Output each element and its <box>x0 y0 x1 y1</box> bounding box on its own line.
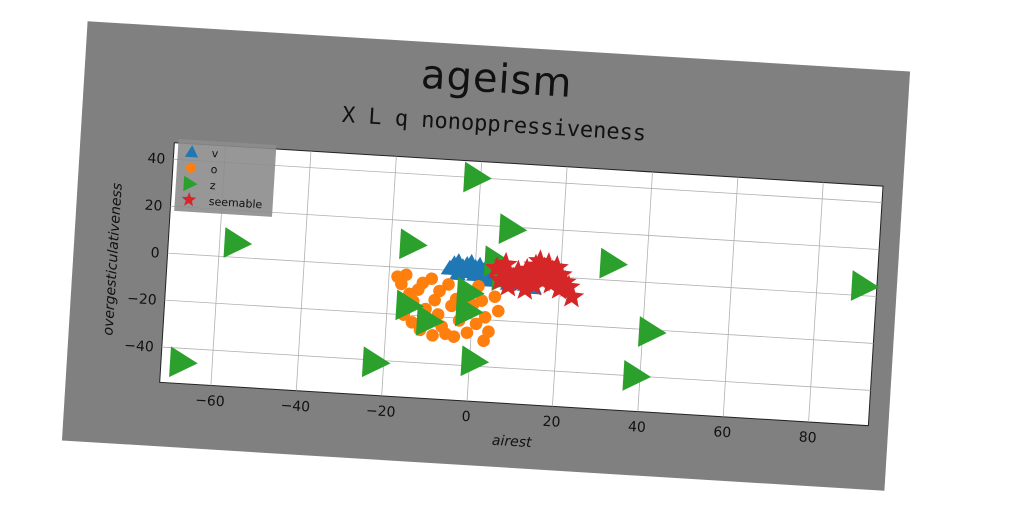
legend-marker <box>183 175 198 192</box>
data-point-seemable <box>513 276 538 300</box>
tick-labels: −60 −40 −20 0 20 40 60 80 −40 −20 0 20 40 <box>124 151 817 447</box>
series-z <box>169 161 880 391</box>
data-point-seemable <box>496 273 521 297</box>
data-point-z <box>460 345 490 377</box>
y-tick-label: 40 <box>147 151 166 168</box>
data-point-seemable <box>548 262 573 286</box>
data-point-o <box>399 268 413 282</box>
data-point-seemable <box>552 269 577 293</box>
data-point-z <box>223 227 253 258</box>
data-point-seemable <box>544 254 569 279</box>
data-point-z <box>622 359 652 391</box>
data-point-o <box>469 317 483 331</box>
x-gridline <box>295 151 312 391</box>
data-point-seemable <box>509 269 534 293</box>
legend-marker <box>181 192 197 207</box>
data-point-seemable <box>493 251 518 276</box>
legend-label: o <box>210 163 218 176</box>
data-marks <box>169 161 880 391</box>
y-tick-label: −40 <box>124 338 154 356</box>
data-point-seemable <box>488 267 513 292</box>
data-point-o <box>425 272 438 286</box>
y-tick-label: −20 <box>127 291 157 309</box>
data-point-o <box>475 294 489 307</box>
data-point-seemable <box>514 257 539 282</box>
data-point-z <box>395 289 424 321</box>
y-axis-label: overgesticulativeness <box>100 182 125 335</box>
figure: ageism X L q nonoppressiveness −60 −40 −20… <box>61 21 911 491</box>
data-point-seemable <box>556 274 581 298</box>
x-gridline <box>722 177 739 417</box>
data-point-o <box>488 290 502 304</box>
y-tick-label: 20 <box>144 198 163 215</box>
data-point-o <box>460 326 474 340</box>
y-gridline <box>164 299 874 344</box>
data-point-z <box>399 228 428 260</box>
x-tick-label: 20 <box>542 414 561 431</box>
data-point-o <box>442 278 455 291</box>
x-gridline <box>381 156 397 396</box>
data-point-seemable <box>506 259 530 283</box>
data-point-z <box>361 346 391 378</box>
legend-marker <box>185 162 196 173</box>
data-point-z <box>638 316 667 347</box>
data-point-z <box>463 161 492 193</box>
chart-svg: −60 −40 −20 0 20 40 60 80 −40 −20 0 20 40 airest ove… <box>100 139 884 451</box>
legend: voz seemable <box>174 139 277 217</box>
y-gridline <box>173 158 883 203</box>
y-gridline <box>161 346 871 391</box>
data-point-o <box>433 284 446 298</box>
x-gridline <box>808 182 824 423</box>
legend-label: z <box>209 179 216 192</box>
data-point-o <box>426 329 439 342</box>
x-tick-label: −20 <box>365 403 395 421</box>
series-seemable <box>484 249 585 308</box>
data-point-o <box>491 304 505 318</box>
legend-marker <box>184 145 199 158</box>
data-point-seemable <box>560 284 585 308</box>
y-gridline <box>170 205 880 250</box>
x-axis-label: airest <box>491 433 532 451</box>
data-point-z <box>599 247 628 279</box>
x-tick-label: 0 <box>461 409 471 426</box>
x-tick-label: 80 <box>798 429 817 446</box>
legend-label: seemable <box>208 195 262 211</box>
legend-box <box>174 139 277 217</box>
data-point-o <box>405 316 419 329</box>
data-point-z <box>455 295 484 327</box>
data-point-o <box>478 311 492 324</box>
data-point-z <box>850 270 880 301</box>
data-point-z <box>169 346 198 378</box>
x-tick-label: −60 <box>195 393 225 411</box>
data-point-seemable <box>484 255 509 280</box>
x-tick-label: 60 <box>713 424 732 441</box>
data-point-o <box>482 325 495 339</box>
x-tick-label: 40 <box>627 419 646 436</box>
data-point-z <box>498 213 528 245</box>
y-tick-label: 0 <box>150 245 160 262</box>
legend-label: v <box>211 147 219 160</box>
x-tick-label: −40 <box>280 398 310 416</box>
data-point-o <box>447 330 461 343</box>
data-point-z <box>415 304 445 336</box>
